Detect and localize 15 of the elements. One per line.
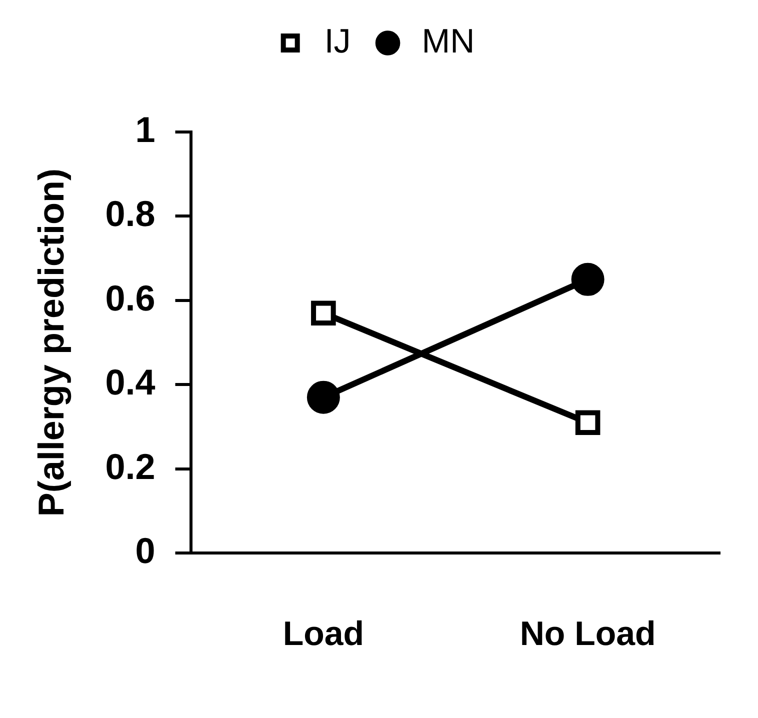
y-axis-title: P(allergy prediction) bbox=[30, 168, 72, 517]
point bbox=[311, 300, 336, 326]
y-tick-label: 0 bbox=[135, 530, 156, 572]
legend-label: MN bbox=[422, 22, 475, 60]
y-tick-label: 0.4 bbox=[105, 362, 156, 403]
point bbox=[571, 262, 604, 296]
y-tick-label: 1 bbox=[135, 108, 156, 150]
y-tick-label: 0.2 bbox=[105, 446, 156, 487]
y-tick-label: 0.6 bbox=[105, 277, 156, 318]
point bbox=[575, 410, 600, 436]
y-tick-label: 0.8 bbox=[105, 193, 156, 234]
legend-label: IJ bbox=[324, 22, 351, 60]
x-tick-label: Load bbox=[282, 614, 364, 653]
x-tick-label: No Load bbox=[520, 614, 656, 653]
point bbox=[306, 380, 340, 414]
